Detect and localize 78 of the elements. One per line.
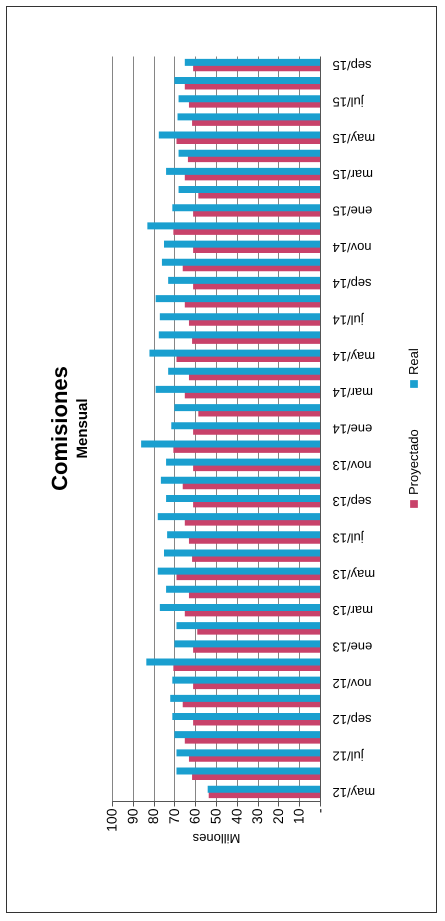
y-tick-label: mar/14 [332,385,373,400]
text: Comisiones [47,366,72,491]
bar [178,113,320,120]
x-tick-label: 60 [186,808,203,824]
bar [162,258,320,266]
bar [164,240,320,248]
bar [168,276,320,284]
text: Proyectado [406,429,421,495]
bar [158,513,320,520]
bar [156,295,320,302]
y-tick-label: jul/15 [332,94,365,110]
y-tick-label: jul/12 [332,748,365,764]
x-axis-title: Millones [192,830,240,846]
bar [166,458,320,466]
bar [166,586,320,593]
bar [147,222,320,230]
bar [174,640,320,648]
bar [170,694,320,702]
bar [178,150,320,157]
y-tick-label: may/14 [332,348,376,364]
y-tick-label: may/13 [332,566,376,582]
bar [158,568,320,575]
bar [149,350,320,357]
y-tick-label: may/12 [332,784,376,800]
bar [160,476,320,484]
bar [176,622,320,630]
y-tick-label: mar/13 [332,603,373,618]
y-tick-label: ene/13 [332,640,372,655]
bar [178,186,320,194]
bar [141,440,320,448]
bar [160,313,320,320]
y-tick-label: nov/14 [332,240,372,255]
x-tick-label: 100 [104,808,120,832]
bar [178,95,320,102]
y-tick-label: ene/15 [332,203,372,218]
y-tick-label: sep/15 [332,58,372,74]
text: Real [406,348,421,375]
x-tick-label: 80 [145,808,162,824]
bar [184,58,320,66]
bar [171,422,320,430]
x-tick-label: - [312,808,328,814]
x-tick-label: 70 [166,808,182,824]
y-tick-label: sep/12 [332,712,372,728]
bar [168,368,320,375]
bar [208,786,320,793]
y-tick-label: sep/14 [332,276,372,292]
bar [158,132,320,139]
bar [166,494,320,502]
bar [160,604,320,611]
bar [172,676,320,684]
y-tick-label: jul/14 [332,312,365,328]
bar [164,549,320,556]
bar [174,731,320,738]
bar [167,531,320,538]
bar [174,404,320,412]
y-tick-label: ene/14 [332,422,372,436]
x-tick-label: 50 [208,808,224,824]
y-tick-label: mar/15 [332,167,373,182]
x-tick-label: 30 [249,808,266,824]
bar [176,768,320,775]
x-tick-label: 90 [124,808,140,824]
bar [172,204,320,212]
bar [158,331,320,338]
text: Mensual [74,398,91,459]
y-tick-label: sep/13 [332,494,372,510]
bar [174,77,320,84]
y-tick-label: nov/13 [332,458,372,473]
y-tick-label: jul/13 [332,530,365,546]
x-tick-label: 10 [290,808,307,824]
bar [156,386,320,393]
bar [146,658,320,666]
x-tick-label: 40 [228,808,244,824]
bar [172,713,320,720]
x-tick-label: 20 [270,808,286,824]
y-tick-label: may/15 [332,130,376,146]
y-tick-label: nov/12 [332,676,372,691]
bar [176,749,320,756]
bar [166,168,320,175]
